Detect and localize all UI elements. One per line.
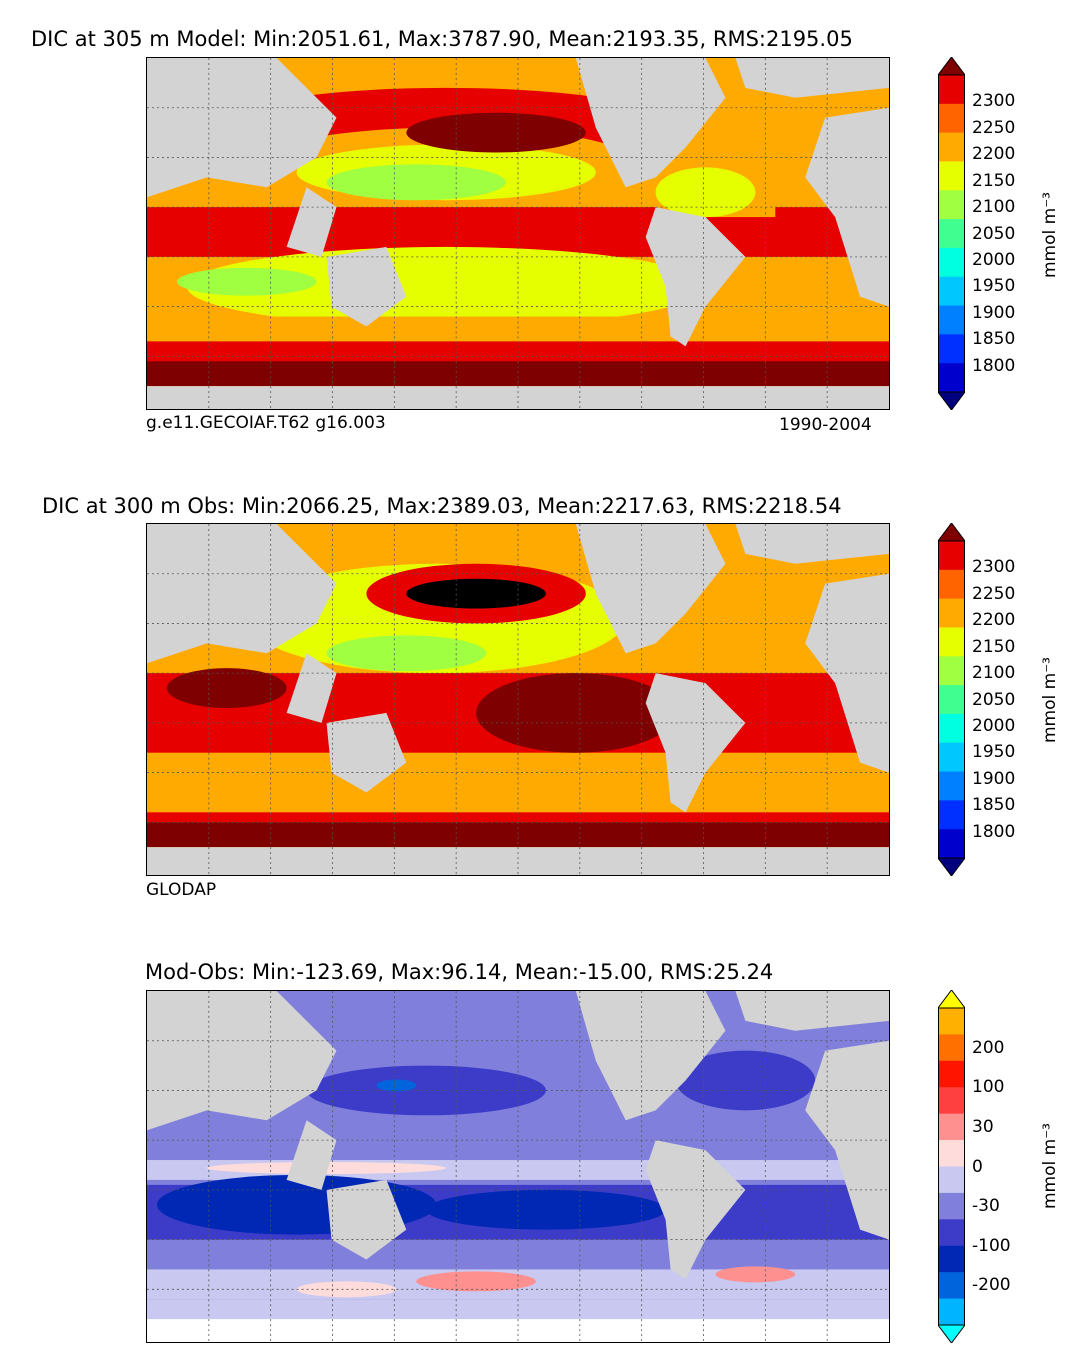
panel2-caption-left: GLODAP [146,880,217,900]
colorbar-2-segment-1 [938,569,965,600]
colorbar-3-tick-label: 100 [972,1077,1005,1098]
colorbar-3-tick-label: 200 [972,1037,1005,1058]
colorbar-2-segment-3 [938,627,965,657]
panel2-colorbar [938,523,965,876]
colorbar-3-segment-11 [938,1298,965,1326]
colorbar-2-extend-min [938,857,965,876]
colorbar-1-segment-0 [938,75,965,105]
colorbar-2-segment-2 [938,598,965,628]
colorbar-2-tick-label: 2000 [972,715,1016,736]
colorbar-2-segment-8 [938,771,965,801]
colorbar-3-tick-label: 0 [972,1156,983,1177]
colorbar-3-segment-9 [938,1245,965,1273]
colorbar-2-tick-label: 1850 [972,795,1016,816]
colorbar-1-segment-5 [938,219,965,249]
colorbar-3-segment-2 [938,1060,965,1088]
colorbar-1-tick-label: 2150 [972,170,1016,191]
panel3-colorbar-unit: mmol m⁻³ [1040,1123,1060,1209]
panel1-map-svg [147,58,889,409]
colorbar-1-segment-6 [938,247,965,278]
colorbar-1-tick-label: 1950 [972,276,1016,297]
colorbar-1-segment-7 [938,276,965,307]
panel1-caption-left: g.e11.GECOIAF.T62 g16.003 [146,413,386,433]
panel1-caption-right: 1990-2004 [779,415,872,435]
colorbar-2-extend-max [938,523,965,542]
panel2-map-svg [147,524,889,875]
colorbar-2-segment-5 [938,685,965,715]
colorbar-2-tick-label: 2100 [972,663,1016,684]
panel2-map [146,523,890,876]
colorbar-2-segment-6 [938,713,965,744]
panel1-map [146,57,890,410]
colorbar-3-extend-max [938,990,965,1009]
panel1-colorbar-unit: mmol m⁻³ [1040,192,1060,278]
colorbar-1-extend-min [938,391,965,410]
colorbar-1-segment-8 [938,305,965,335]
colorbar-3-tick-label: 30 [972,1116,994,1137]
colorbar-3-tick-label: -100 [972,1235,1011,1256]
panel3-colorbar-svg [938,990,965,1343]
colorbar-3-segment-10 [938,1272,965,1300]
colorbar-1-extend-max [938,57,965,76]
colorbar-1-tick-label: 2250 [972,117,1016,138]
colorbar-1-segment-2 [938,132,965,162]
panel3-map-svg [147,991,889,1342]
colorbar-3-tick-label: -30 [972,1196,1000,1217]
colorbar-3-extend-min [938,1324,965,1343]
colorbar-2-segment-7 [938,742,965,773]
colorbar-1-tick-label: 2100 [972,197,1016,218]
panel1-colorbar [938,57,965,410]
colorbar-3-tick-label: -200 [972,1275,1011,1296]
colorbar-2-tick-label: 2050 [972,689,1016,710]
colorbar-1-tick-label: 1850 [972,329,1016,350]
colorbar-3-segment-4 [938,1113,965,1141]
colorbar-2-tick-label: 2150 [972,636,1016,657]
colorbar-2-tick-label: 1950 [972,742,1016,763]
colorbar-2-tick-label: 2250 [972,583,1016,604]
colorbar-1-tick-label: 2300 [972,91,1016,112]
colorbar-1-segment-3 [938,161,965,191]
panel3-map [146,990,890,1343]
colorbar-1-segment-10 [938,363,965,393]
colorbar-3-segment-8 [938,1219,965,1247]
colorbar-1-tick-label: 2200 [972,144,1016,165]
colorbar-1-tick-label: 2050 [972,223,1016,244]
colorbar-1-tick-label: 2000 [972,249,1016,270]
colorbar-3-segment-3 [938,1087,965,1115]
colorbar-1-segment-4 [938,190,965,220]
colorbar-2-segment-4 [938,656,965,686]
colorbar-2-tick-label: 1800 [972,821,1016,842]
colorbar-3-segment-0 [938,1008,965,1035]
colorbar-2-tick-label: 2200 [972,610,1016,631]
colorbar-3-segment-1 [938,1034,965,1062]
colorbar-3-segment-5 [938,1140,965,1167]
colorbar-1-tick-label: 1800 [972,355,1016,376]
panel3-title: Mod-Obs: Min:-123.69, Max:96.14, Mean:-1… [145,960,774,984]
colorbar-2-segment-10 [938,829,965,859]
colorbar-1-tick-label: 1900 [972,302,1016,323]
panel3-colorbar [938,990,965,1343]
colorbar-2-segment-9 [938,800,965,830]
panel2-colorbar-svg [938,523,965,876]
colorbar-2-segment-0 [938,541,965,571]
panel2-colorbar-unit: mmol m⁻³ [1040,657,1060,743]
colorbar-2-tick-label: 1900 [972,768,1016,789]
panel1-colorbar-svg [938,57,965,410]
panel2-title: DIC at 300 m Obs: Min:2066.25, Max:2389.… [42,494,842,518]
colorbar-2-tick-label: 2300 [972,557,1016,578]
colorbar-1-segment-1 [938,103,965,134]
colorbar-1-segment-9 [938,334,965,364]
panel1-title: DIC at 305 m Model: Min:2051.61, Max:378… [31,27,853,51]
colorbar-3-segment-7 [938,1192,965,1220]
colorbar-3-segment-6 [938,1166,965,1194]
